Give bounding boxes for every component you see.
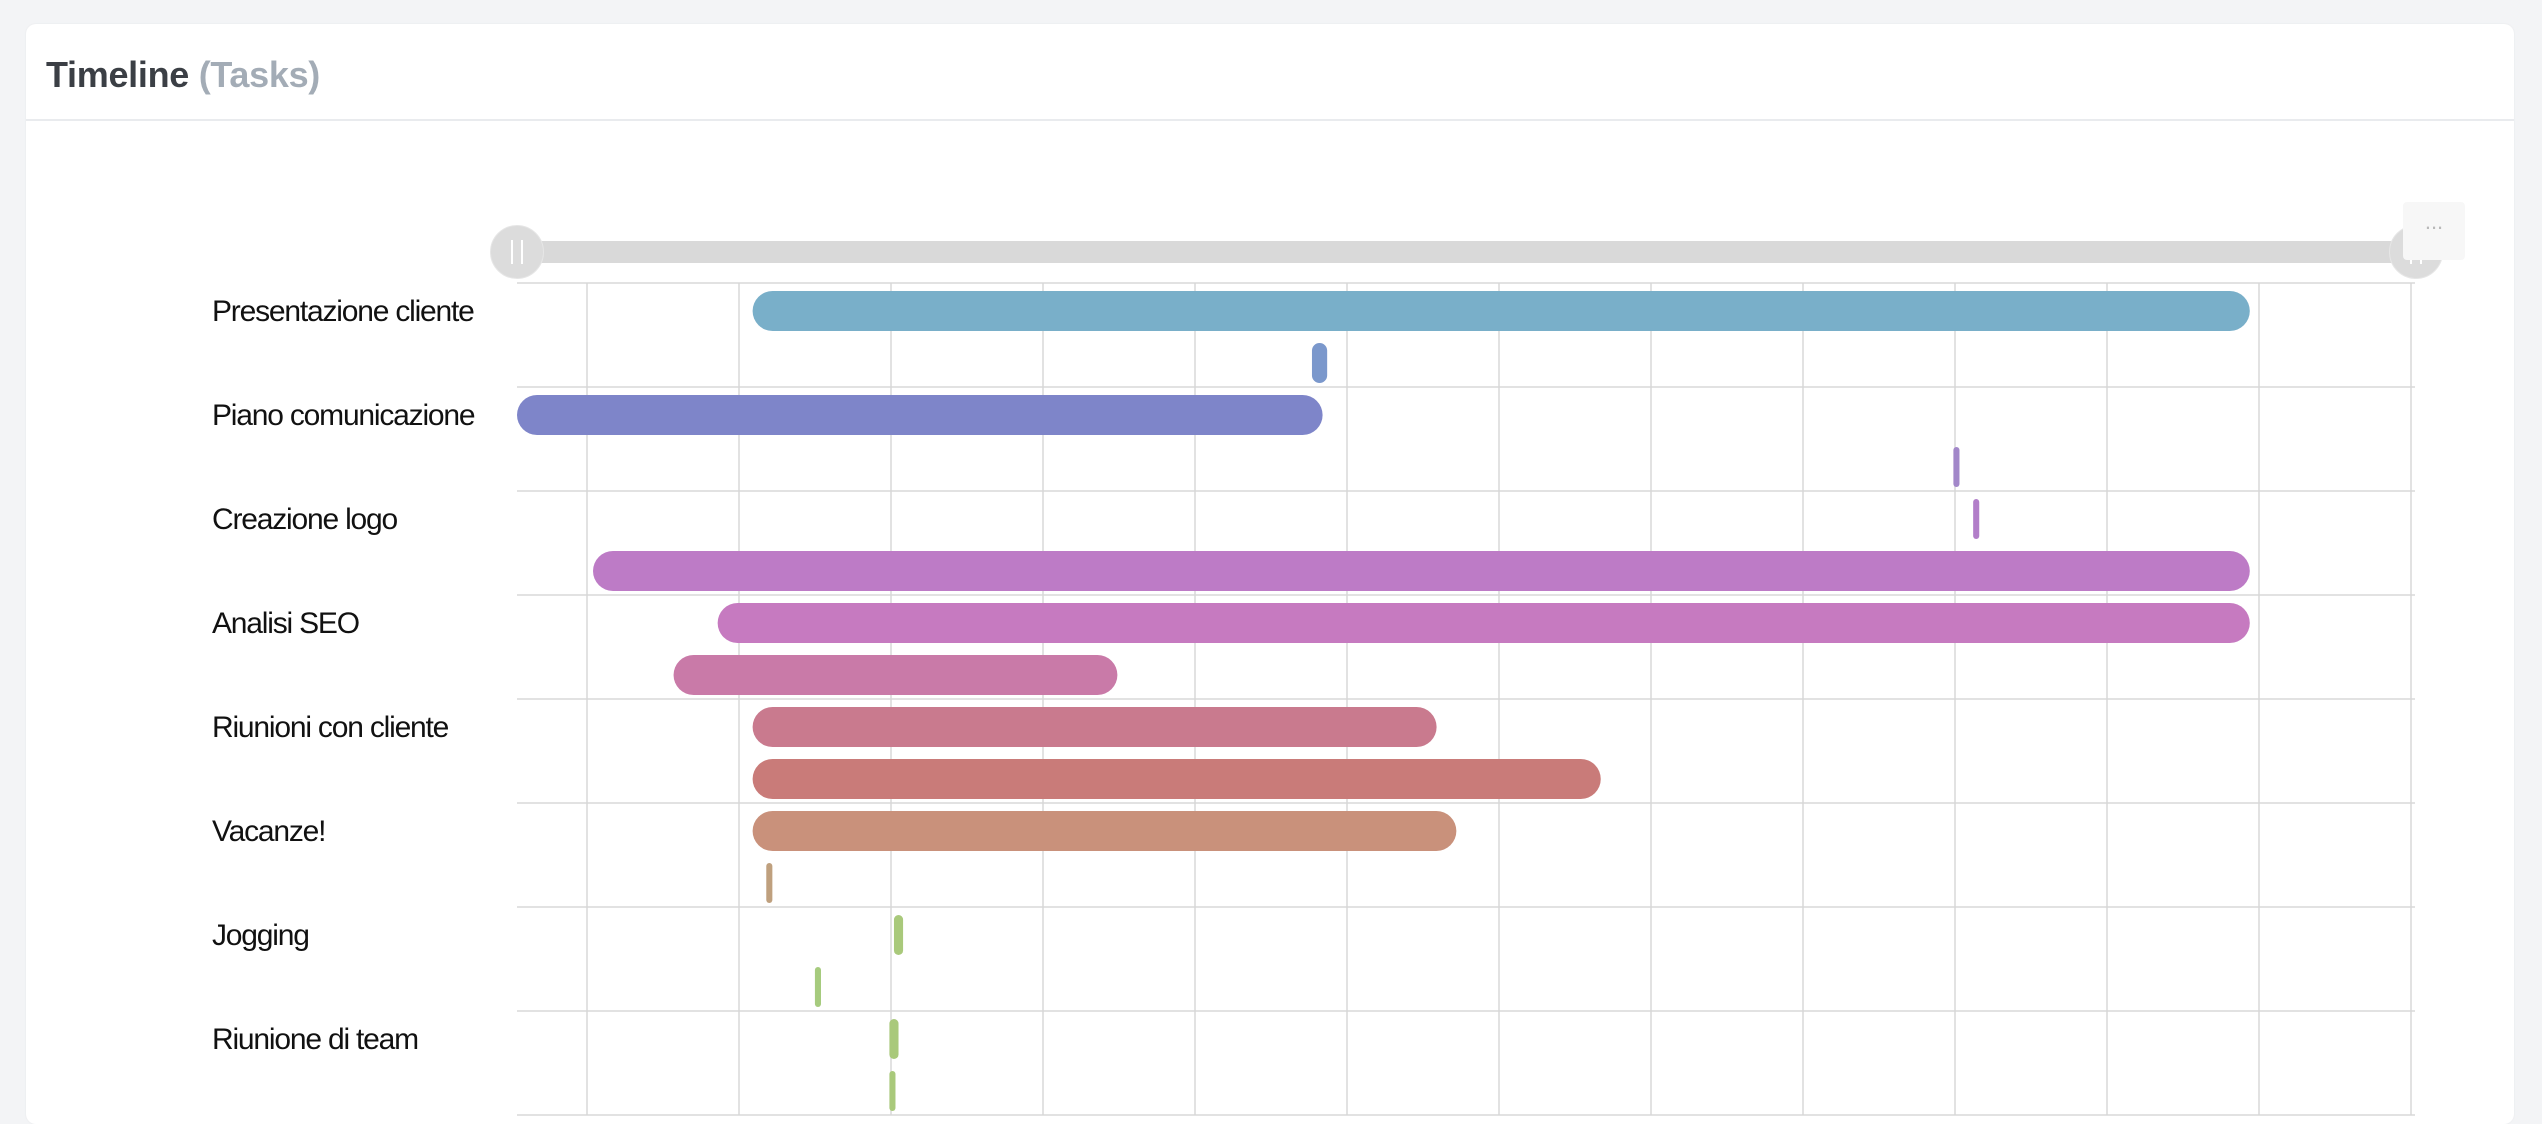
task-bar[interactable] bbox=[593, 551, 2250, 591]
ellipsis-icon: ... bbox=[2424, 209, 2444, 234]
task-bar[interactable] bbox=[673, 655, 1118, 695]
category-label: Piano comunicazione bbox=[212, 399, 476, 432]
task-bar[interactable] bbox=[766, 863, 773, 903]
grip-icon bbox=[511, 240, 523, 264]
category-label: Riunione di team bbox=[212, 1023, 419, 1056]
category-label: Analisi SEO bbox=[212, 607, 360, 640]
card-header: Timeline (Tasks) bbox=[26, 24, 2514, 121]
task-bar[interactable] bbox=[717, 603, 2250, 643]
task-bar[interactable] bbox=[889, 1071, 896, 1111]
category-label: Presentazione cliente bbox=[212, 295, 475, 328]
task-bar[interactable] bbox=[752, 291, 2250, 331]
page-title: Timeline (Tasks) bbox=[46, 54, 320, 96]
title-text: Timeline bbox=[46, 54, 189, 95]
title-subtitle: (Tasks) bbox=[198, 54, 321, 95]
category-label: Vacanze! bbox=[212, 815, 326, 848]
task-bar[interactable] bbox=[752, 759, 1601, 799]
horizontal-scrollbar[interactable] bbox=[517, 241, 2416, 263]
category-label: Riunioni con cliente bbox=[212, 711, 449, 744]
scrollbar-start-grip[interactable] bbox=[490, 225, 544, 279]
task-bar[interactable] bbox=[893, 915, 904, 955]
task-bar[interactable] bbox=[1953, 447, 1960, 487]
task-bar[interactable] bbox=[1311, 343, 1328, 383]
category-label: Creazione logo bbox=[212, 503, 398, 536]
task-bar[interactable] bbox=[752, 707, 1437, 747]
task-bar[interactable] bbox=[752, 811, 1457, 851]
task-bar[interactable] bbox=[889, 1019, 899, 1059]
task-bar[interactable] bbox=[517, 395, 1323, 435]
task-bar[interactable] bbox=[814, 967, 821, 1007]
task-bar[interactable] bbox=[1973, 499, 1980, 539]
export-menu-button[interactable]: ... bbox=[2403, 202, 2465, 260]
category-label: Jogging bbox=[212, 919, 310, 952]
